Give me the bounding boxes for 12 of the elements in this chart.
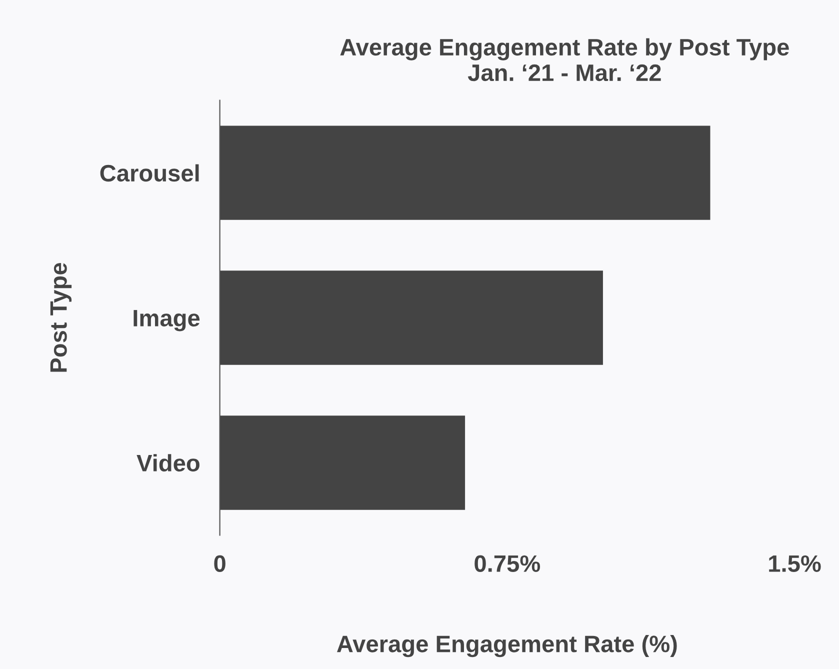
bar xyxy=(220,416,466,510)
y-tick-label: Carousel xyxy=(100,164,199,182)
x-tick-label: 0.75% xyxy=(474,555,540,572)
x-axis-title: Average Engagement Rate (%) xyxy=(336,634,677,658)
x-tick-label: 1.5% xyxy=(769,555,821,572)
y-axis-title: Post Type xyxy=(50,263,72,372)
y-tick-label: Image xyxy=(134,310,200,332)
bar xyxy=(220,126,710,220)
x-tick-label: 0 xyxy=(214,555,226,572)
y-tick-label: Video xyxy=(136,454,200,472)
chart-title: Average Engagement Rate by Post Type Jan. ‘21 - Mar. ‘22 xyxy=(340,38,789,82)
bar xyxy=(220,270,603,365)
